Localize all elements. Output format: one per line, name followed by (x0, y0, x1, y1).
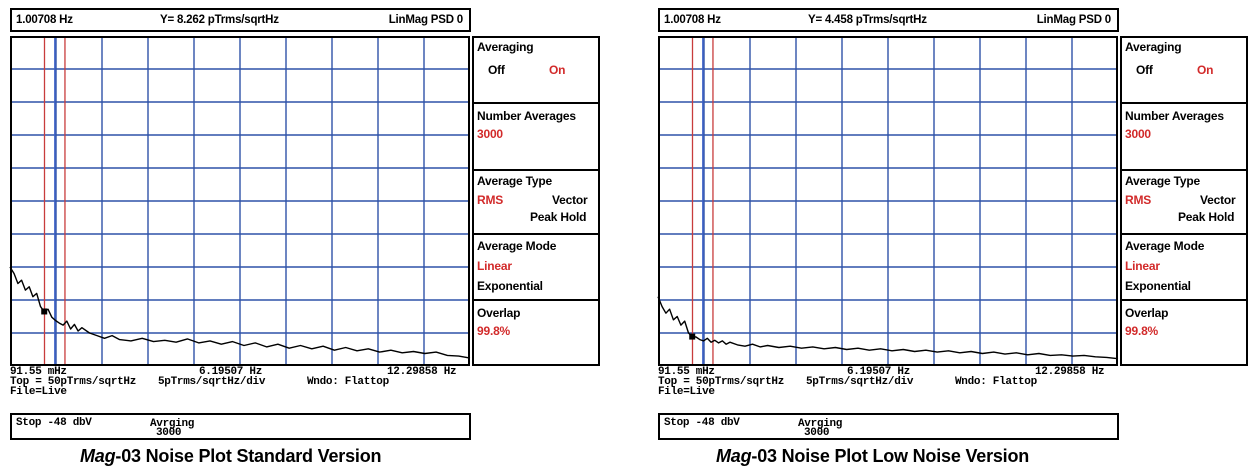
cursor-frequency: 1.00708 Hz (664, 14, 721, 26)
average-mode-exponential-option[interactable]: Exponential (1125, 279, 1191, 293)
averaging-off-option[interactable]: Off (488, 63, 505, 77)
menu-average-mode-title: Average Mode (477, 239, 557, 253)
cursor-marker (689, 333, 696, 340)
averaging-menu: Averaging Off On Number Averages 3000 Av… (1120, 36, 1248, 366)
panel-low-noise-version: 1.00708 Hz Y= 4.458 pTrms/sqrtHz LinMag … (657, 0, 1257, 474)
div-scale: 5pTrms/sqrtHz/div (158, 376, 266, 388)
menu-averaging[interactable]: Averaging Off On (474, 38, 598, 104)
stop-level: Stop -48 dbV (16, 417, 92, 429)
menu-averaging-title: Averaging (477, 40, 534, 54)
menu-average-type-title: Average Type (1125, 174, 1200, 188)
x-axis-start: 91.55 mHz (10, 366, 67, 378)
x-axis-mid: 6.19507 Hz (847, 366, 911, 378)
figure-caption: Mag-03 Noise Plot Standard Version (80, 446, 381, 467)
display-mode: LinMag PSD 0 (388, 14, 463, 26)
figure-caption: Mag-03 Noise Plot Low Noise Version (716, 446, 1029, 467)
menu-averaging[interactable]: Averaging Off On (1122, 38, 1246, 104)
menu-average-type-title: Average Type (477, 174, 552, 188)
number-averages-value: 3000 (1125, 127, 1151, 141)
menu-number-averages-title: Number Averages (1125, 109, 1224, 123)
average-mode-linear-option[interactable]: Linear (477, 259, 512, 273)
menu-average-type[interactable]: Average Type RMS Vector Peak Hold (474, 171, 598, 235)
average-type-rms-option[interactable]: RMS (477, 193, 504, 207)
menu-overlap-title: Overlap (1125, 306, 1169, 320)
x-axis-end: 12.29858 Hz (1035, 366, 1105, 378)
averaging-label: Avrging (798, 418, 843, 430)
file-source: File=Live (658, 386, 715, 398)
top-scale: Top = 50pTrms/sqrtHz (658, 376, 785, 388)
div-scale: 5pTrms/sqrtHz/div (806, 376, 914, 388)
average-type-vector-option[interactable]: Vector (1200, 193, 1236, 207)
menu-overlap[interactable]: Overlap 99.8% (474, 301, 598, 364)
display-mode: LinMag PSD 0 (1036, 14, 1111, 26)
averaging-on-option[interactable]: On (549, 63, 566, 77)
averaging-menu: Averaging Off On Number Averages 3000 Av… (472, 36, 600, 366)
menu-number-averages[interactable]: Number Averages 3000 (474, 104, 598, 171)
menu-overlap-title: Overlap (477, 306, 521, 320)
window-type: Wndo: Flattop (955, 376, 1037, 388)
caption-brand: Mag (80, 446, 116, 466)
panel-standard-version: 1.00708 Hz Y= 8.262 pTrms/sqrtHz LinMag … (9, 0, 610, 474)
menu-average-type[interactable]: Average Type RMS Vector Peak Hold (1122, 171, 1246, 235)
average-mode-exponential-option[interactable]: Exponential (477, 279, 543, 293)
average-type-vector-option[interactable]: Vector (552, 193, 588, 207)
x-axis-mid: 6.19507 Hz (199, 366, 263, 378)
caption-text: -03 Noise Plot Standard Version (115, 446, 382, 466)
top-scale: Top = 50pTrms/sqrtHz (10, 376, 137, 388)
x-axis-end: 12.29858 Hz (387, 366, 457, 378)
cursor-value: Y= 8.262 pTrms/sqrtHz (160, 14, 279, 26)
menu-number-averages-title: Number Averages (477, 109, 576, 123)
status-bar: Stop -48 dbV Avrging 3000 (10, 413, 471, 440)
psd-plot (657, 36, 1119, 366)
menu-average-mode[interactable]: Average Mode Linear Exponential (1122, 235, 1246, 301)
psd-plot (9, 36, 471, 366)
readout-header: 1.00708 Hz Y= 8.262 pTrms/sqrtHz LinMag … (10, 8, 471, 32)
stop-level: Stop -48 dbV (664, 417, 740, 429)
status-bar: Stop -48 dbV Avrging 3000 (658, 413, 1119, 440)
cursor-marker (41, 308, 48, 315)
menu-averaging-title: Averaging (1125, 40, 1182, 54)
average-type-peak-hold-option[interactable]: Peak Hold (1178, 210, 1235, 224)
averaging-on-option[interactable]: On (1197, 63, 1214, 77)
overlap-value: 99.8% (477, 324, 511, 338)
menu-average-mode-title: Average Mode (1125, 239, 1205, 253)
number-averages-value: 3000 (477, 127, 503, 141)
readout-header: 1.00708 Hz Y= 4.458 pTrms/sqrtHz LinMag … (658, 8, 1119, 32)
averaging-label: Avrging (150, 418, 195, 430)
x-axis-start: 91.55 mHz (658, 366, 715, 378)
overlap-value: 99.8% (1125, 324, 1159, 338)
menu-overlap[interactable]: Overlap 99.8% (1122, 301, 1246, 364)
averaging-count: 3000 (156, 427, 182, 439)
window-type: Wndo: Flattop (307, 376, 389, 388)
caption-brand: Mag (716, 446, 752, 466)
cursor-frequency: 1.00708 Hz (16, 14, 73, 26)
averaging-count: 3000 (804, 427, 830, 439)
averaging-off-option[interactable]: Off (1136, 63, 1153, 77)
average-type-rms-option[interactable]: RMS (1125, 193, 1152, 207)
average-type-peak-hold-option[interactable]: Peak Hold (530, 210, 587, 224)
average-mode-linear-option[interactable]: Linear (1125, 259, 1160, 273)
cursor-value: Y= 4.458 pTrms/sqrtHz (808, 14, 927, 26)
menu-average-mode[interactable]: Average Mode Linear Exponential (474, 235, 598, 301)
menu-number-averages[interactable]: Number Averages 3000 (1122, 104, 1246, 171)
file-source: File=Live (10, 386, 67, 398)
caption-text: -03 Noise Plot Low Noise Version (751, 446, 1030, 466)
